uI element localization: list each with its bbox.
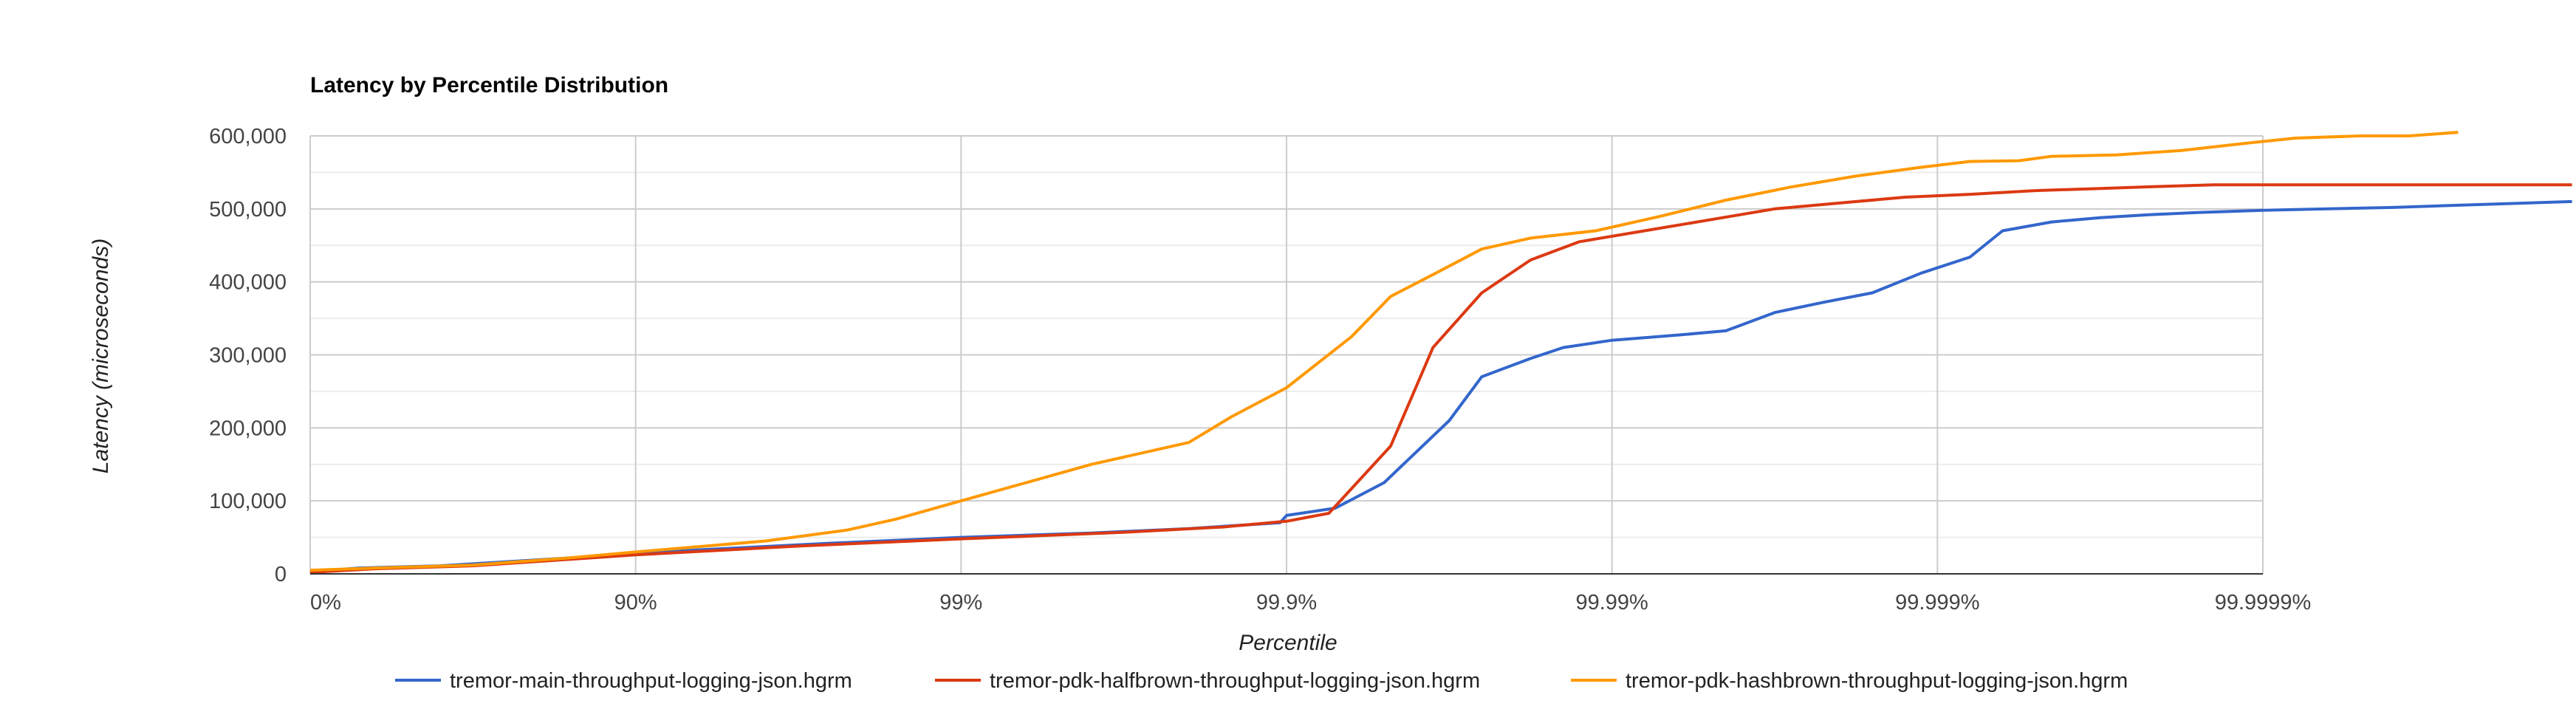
x-tick-label: 99.99% (1575, 591, 1648, 614)
y-tick-label: 600,000 (209, 125, 287, 148)
x-axis-ticks: 0% 90% 99% 99.9% 99.99% 99.999% 99.9999% (310, 591, 2311, 614)
series-line-2 (309, 183, 2572, 574)
y-tick-label: 100,000 (209, 490, 287, 513)
y-tick-label: 400,000 (209, 271, 287, 295)
legend-label-3: tremor-pdk-hashbrown-throughput-logging-… (1626, 669, 2128, 693)
y-axis-ticks: 0 100,000 200,000 300,000 400,000 500,000 600,… (209, 125, 287, 586)
x-tick-label: 99% (939, 591, 982, 614)
y-tick-label: 200,000 (209, 417, 287, 440)
series-line-1 (309, 199, 2572, 573)
x-axis-label: Percentile (1239, 631, 1337, 655)
x-tick-label: 99.9% (1256, 591, 1317, 614)
major-gridlines (309, 135, 2264, 575)
x-tick-label: 99.9999% (2215, 591, 2312, 614)
y-tick-label: 0 (275, 563, 287, 586)
series-lines (309, 131, 2572, 574)
y-tick-label: 500,000 (209, 198, 287, 222)
x-tick-label: 99.999% (1895, 591, 1980, 614)
legend: tremor-main-throughput-logging-json.hgrm… (395, 669, 2128, 693)
y-tick-label: 300,000 (209, 344, 287, 368)
chart-title: Latency by Percentile Distribution (310, 73, 668, 97)
y-axis-label: Latency (microseconds) (89, 239, 113, 473)
legend-label-1: tremor-main-throughput-logging-json.hgrm (450, 669, 852, 693)
x-tick-label: 0% (310, 591, 341, 614)
x-tick-label: 90% (614, 591, 657, 614)
series-line-3 (309, 131, 2459, 572)
legend-label-2: tremor-pdk-halfbrown-throughput-logging-… (990, 669, 1480, 693)
